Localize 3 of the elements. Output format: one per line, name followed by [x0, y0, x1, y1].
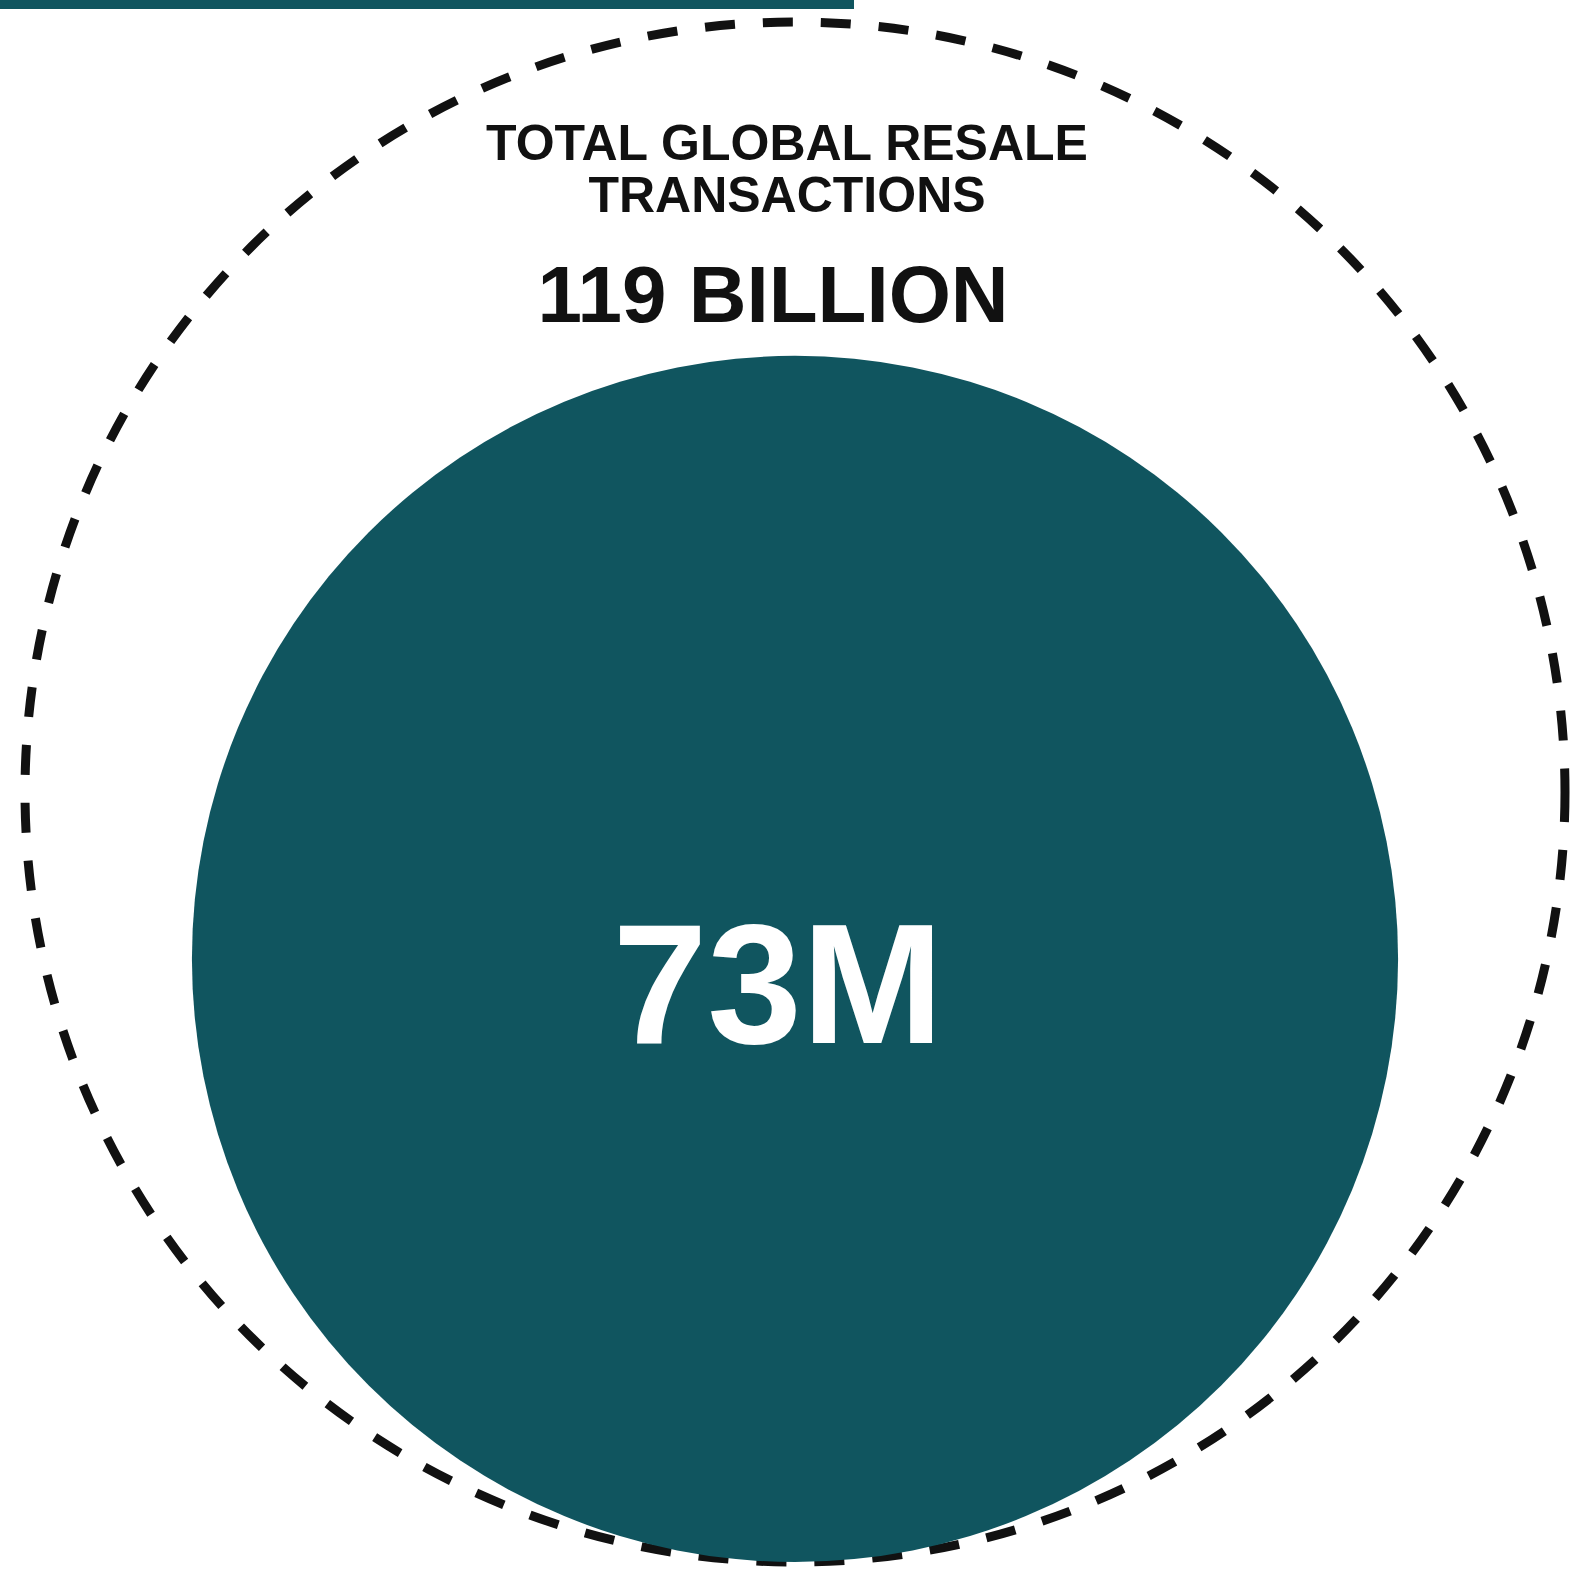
text: TOTAL GLOBAL RESALE TRANSACTIONS [486, 115, 1088, 223]
data-label: 73M [612, 889, 944, 1079]
data-label: 119 BILLION [537, 250, 1009, 339]
